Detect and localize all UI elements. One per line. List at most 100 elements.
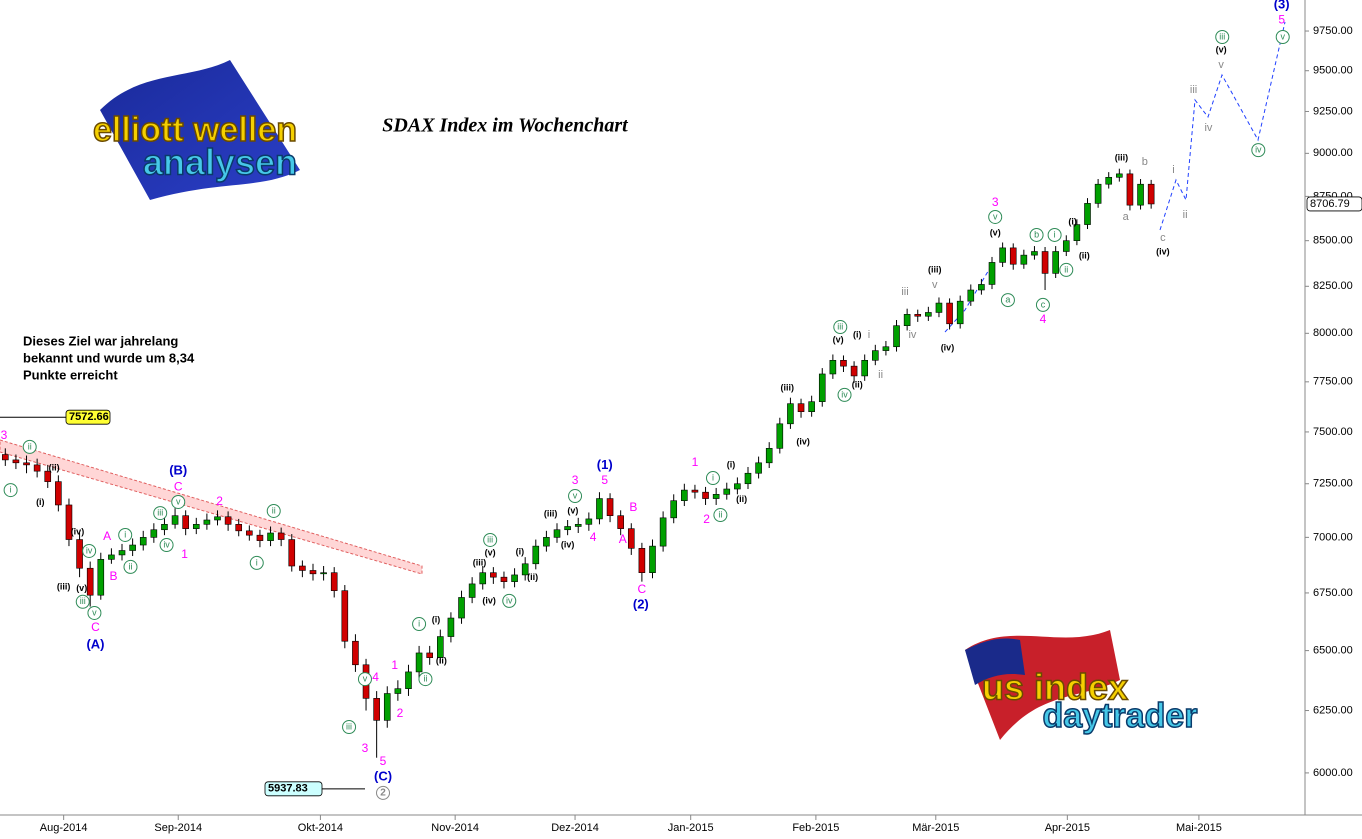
candle-body (956, 300, 964, 325)
price-tag-label: 5937.83 (268, 783, 308, 795)
wave-label: ii (1183, 209, 1188, 221)
candle-body (23, 462, 30, 466)
wave-circle (568, 489, 583, 504)
wave-circle (1215, 29, 1230, 44)
wave-circle (1029, 227, 1044, 242)
wave-label: (v) (1216, 44, 1227, 54)
candle-body (808, 401, 815, 412)
candle-body (755, 462, 762, 474)
y-tick-label: 6000.00 (1313, 767, 1353, 779)
candle-body (55, 481, 62, 506)
candle-body (617, 515, 624, 529)
candle-body (415, 652, 423, 673)
wave-label: 1 (181, 547, 188, 561)
wave-label: i (1054, 229, 1056, 239)
wave-label: B (110, 569, 118, 583)
candle-body (893, 325, 900, 348)
wave-circle (1251, 143, 1266, 158)
wave-label: (iii) (928, 264, 942, 274)
wave-label: 2 (380, 788, 386, 799)
wave-label: (ii) (1079, 250, 1090, 260)
logo-text: daytrader (1043, 697, 1198, 735)
wave-label: 3 (1, 428, 8, 442)
wave-label: v (932, 279, 938, 291)
candle-body (596, 498, 603, 520)
wave-label: C (91, 620, 100, 634)
candle-body (256, 534, 264, 541)
wave-label: (iii) (473, 557, 487, 567)
candle-body (437, 636, 444, 658)
candle-body (447, 617, 455, 637)
candle-body (108, 554, 115, 560)
wave-label: (iii) (57, 581, 71, 591)
wave-label: (i) (432, 614, 441, 624)
candle-body (182, 515, 189, 529)
wave-label: c (1041, 299, 1046, 309)
wave-label: iii (157, 507, 163, 517)
wave-label: (B) (169, 462, 187, 477)
wave-label: (ii) (736, 494, 747, 504)
candle-body (1073, 224, 1081, 241)
wave-label: v (363, 673, 368, 683)
candle-body (352, 640, 359, 666)
x-tick-label: Feb-2015 (792, 822, 839, 834)
candle-body (490, 572, 497, 578)
wave-circle (357, 672, 372, 687)
candle-body (670, 500, 678, 519)
candle-body (97, 559, 105, 596)
wave-circle (1035, 297, 1050, 312)
candle-body (277, 532, 285, 540)
wave-label: iii (1190, 84, 1197, 96)
wave-label: (iv) (1156, 246, 1170, 256)
candle-body (288, 539, 296, 567)
y-tick-label: 9500.00 (1313, 65, 1353, 77)
wave-circle (171, 494, 186, 509)
candle-body (627, 528, 635, 549)
candle-body (585, 518, 593, 525)
candle-body (2, 454, 9, 461)
wave-label: (v) (990, 227, 1001, 237)
wave-label: (i) (727, 459, 736, 469)
wave-label: (iv) (941, 342, 955, 352)
wave-label: C (638, 582, 647, 596)
candle-body (394, 688, 402, 694)
candle-body (192, 524, 200, 529)
y-tick-label: 6250.00 (1313, 704, 1353, 716)
wave-label: i (124, 529, 126, 539)
candle-body (150, 529, 158, 538)
x-tick-label: Jan-2015 (668, 822, 714, 834)
wave-label: C (174, 479, 183, 493)
wave-label: (iv) (796, 436, 810, 446)
note: bekannt und wurde um 8,34 (23, 350, 195, 365)
wave-circle (988, 209, 1003, 224)
wave-label: iv (86, 545, 93, 555)
candle-body (383, 693, 391, 721)
candle-body (1041, 251, 1049, 274)
wave-label: v (176, 496, 181, 506)
wave-label: iii (837, 321, 843, 331)
wave-label: 2 (397, 706, 404, 720)
candle-body (1105, 176, 1113, 185)
wave-label: (iii) (544, 508, 558, 518)
candle-body (723, 488, 731, 495)
candle-body (681, 489, 688, 501)
wave-label: iii (346, 721, 352, 731)
logo-flag (965, 638, 1025, 685)
wave-label: (1) (597, 457, 613, 472)
candle-body (479, 572, 487, 585)
wave-label: i (1172, 164, 1174, 176)
y-tick-label: 9750.00 (1313, 25, 1353, 37)
wave-circle (1000, 293, 1015, 308)
candle-body (341, 590, 349, 642)
wave-label: v (573, 490, 578, 500)
wave-label: iv (908, 329, 916, 341)
candle-body (691, 489, 699, 493)
candle-body (744, 472, 752, 485)
candle-body (299, 565, 306, 571)
candle-body (574, 524, 582, 527)
candle-body (214, 516, 221, 521)
candle-body (925, 312, 932, 317)
candle-body (850, 365, 858, 377)
wave-label: iv (841, 389, 848, 399)
candle-body (564, 526, 571, 531)
